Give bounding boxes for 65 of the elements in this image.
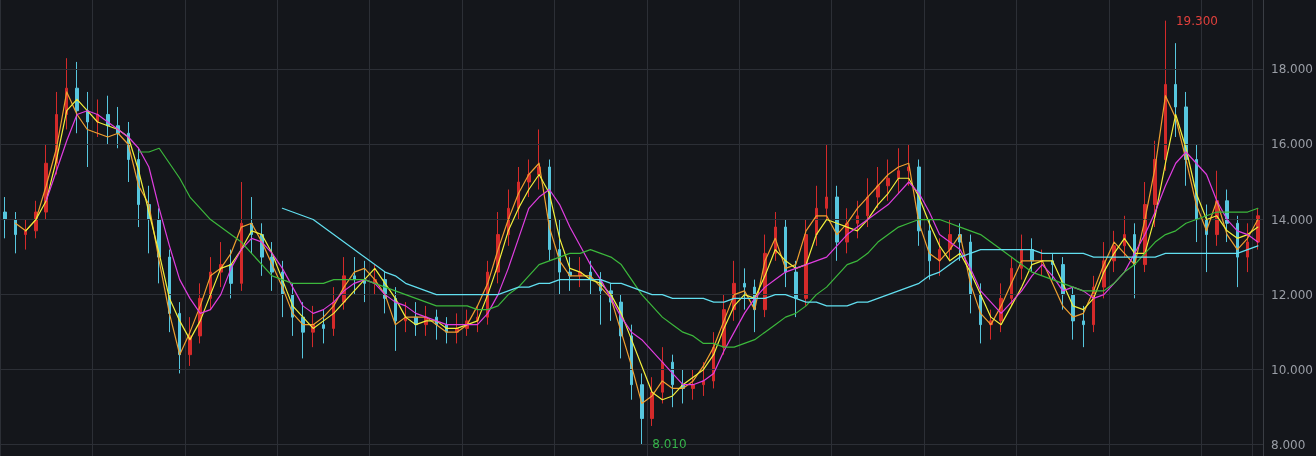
candlestick xyxy=(322,309,325,344)
candlestick xyxy=(435,309,438,341)
candlestick xyxy=(311,305,315,348)
candlestick xyxy=(86,91,89,168)
candlestick xyxy=(938,237,941,277)
candlestick xyxy=(928,219,931,281)
line-series xyxy=(281,207,1259,307)
candlestick xyxy=(558,219,561,296)
candlestick xyxy=(168,249,171,333)
annotation: 8.010 xyxy=(652,437,687,452)
line-series xyxy=(138,147,1259,348)
candlestick xyxy=(856,200,859,239)
candlestick xyxy=(1174,42,1177,138)
candlestick xyxy=(743,267,746,311)
candlestick xyxy=(671,354,674,408)
candlestick xyxy=(815,185,818,247)
candlestick xyxy=(661,346,664,404)
candlestick xyxy=(784,219,787,288)
candlestick xyxy=(527,159,531,198)
candlestick xyxy=(1030,237,1034,273)
candlestick xyxy=(897,147,900,194)
candlestick xyxy=(363,260,366,303)
candlestick xyxy=(157,207,161,284)
candlestick xyxy=(691,369,695,401)
y-tick-label: 12.000 xyxy=(1271,287,1313,302)
candlestick xyxy=(886,159,890,202)
candlestick xyxy=(14,211,17,254)
candlestick xyxy=(188,316,192,367)
candlestick xyxy=(1010,256,1013,307)
candlestick xyxy=(640,372,644,445)
candlestick xyxy=(804,219,808,307)
candlestick xyxy=(353,256,356,296)
candlestick xyxy=(24,219,27,251)
candlestick xyxy=(229,249,233,299)
candlestick xyxy=(825,143,828,221)
candlestick xyxy=(650,376,654,427)
y-tick-label: 16.000 xyxy=(1271,137,1313,152)
candlestick xyxy=(876,166,880,209)
candlestick xyxy=(794,260,798,318)
candlestick xyxy=(240,181,243,292)
candlestick xyxy=(1040,249,1044,277)
y-tick-label: 10.000 xyxy=(1271,362,1313,377)
candlestick xyxy=(907,143,910,187)
annotation: 19.300 xyxy=(1175,13,1218,28)
candlestick xyxy=(1205,204,1208,273)
candlestick xyxy=(568,256,572,292)
candlestick xyxy=(3,196,7,239)
candlestick xyxy=(702,361,705,397)
candlestick xyxy=(1082,305,1085,348)
candlestick xyxy=(404,301,407,333)
candlestick xyxy=(866,177,869,228)
candlestick xyxy=(394,286,397,352)
candlestick xyxy=(75,61,79,134)
y-tick-label: 18.000 xyxy=(1271,62,1313,77)
candlestick xyxy=(979,282,982,344)
candlestick xyxy=(1246,222,1249,273)
candlestick xyxy=(96,98,99,138)
candlestick xyxy=(1256,207,1260,251)
candlestick xyxy=(1123,215,1126,258)
candlestick xyxy=(1164,20,1167,172)
candlestick xyxy=(301,301,305,359)
y-tick-label: 14.000 xyxy=(1271,212,1313,227)
candlestick xyxy=(106,95,110,145)
y-tick-label: 8.000 xyxy=(1271,437,1306,452)
candlestick xyxy=(835,185,839,262)
